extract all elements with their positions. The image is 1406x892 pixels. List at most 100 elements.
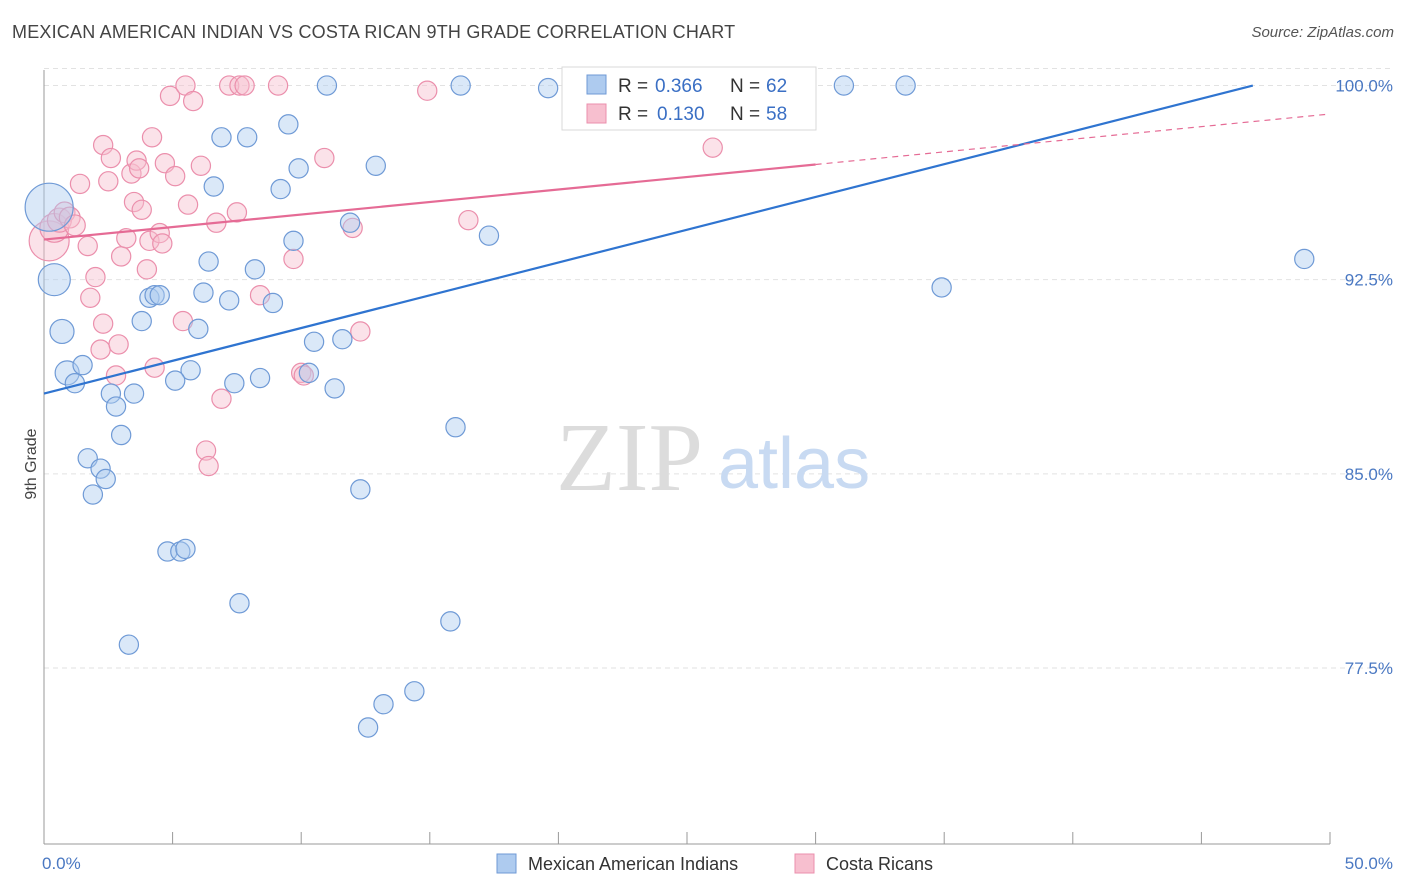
legend-n-label-1: N = [730, 76, 760, 97]
legend-r-value-1: 0.366 [655, 76, 703, 97]
mexican-american-indians-point-17 [144, 285, 165, 306]
mexican-american-indians-point-53 [450, 75, 471, 96]
mexican-american-indians-point-55 [537, 77, 559, 99]
mexican-american-indians-point-14 [123, 383, 145, 404]
costa-ricans-point-53 [350, 321, 371, 342]
costa-ricans-point-55 [458, 209, 479, 231]
mexican-american-indians-point-12 [110, 424, 132, 446]
series-legend-swatch-blue [496, 853, 517, 874]
mexican-american-indians-point-49 [373, 694, 394, 715]
mexican-american-indians-point-25 [193, 282, 214, 303]
costa-ricans-point-54 [417, 80, 438, 101]
costa-ricans-point-36 [182, 90, 204, 112]
mexican-american-indians-point-29 [218, 290, 240, 311]
mexican-american-indians-point-21 [175, 538, 196, 560]
costa-ricans-point-38 [195, 440, 217, 461]
mexican-american-indians-point-31 [229, 593, 250, 614]
mexican-american-indians-point-43 [324, 378, 345, 399]
series-legend-swatch-pink [794, 853, 815, 874]
mexican-american-indians-point-60 [931, 277, 952, 298]
mexican-american-indians-point-45 [339, 212, 361, 233]
blue-trend-line [43, 84, 1254, 395]
costa-ricans-point-18 [116, 228, 137, 249]
costa-ricans-point-26 [141, 127, 163, 148]
legend-r-label-1: R = [618, 76, 648, 97]
x-tick-label-1: 50.0% [1345, 854, 1393, 873]
costa-ricans-point-14 [100, 147, 122, 169]
mexican-american-indians-point-26 [198, 251, 219, 272]
legend-n-label-2: N = [730, 104, 760, 125]
costa-ricans-point-7 [77, 235, 98, 257]
mexican-american-indians-point-32 [236, 127, 258, 148]
costa-ricans-point-31 [159, 85, 181, 107]
mexican-american-indians-point-38 [283, 230, 304, 252]
costa-ricans-point-11 [92, 313, 114, 334]
costa-ricans-point-39 [198, 455, 219, 477]
y-tick-label-2: 85.0% [1345, 465, 1393, 484]
costa-ricans-point-43 [226, 202, 248, 223]
mexican-american-indians-point-42 [316, 75, 338, 96]
mexican-american-indians-point-23 [164, 370, 186, 391]
mexican-american-indians-point-9 [95, 468, 116, 490]
mexican-american-indians-point-51 [440, 611, 461, 632]
chart-title: MEXICAN AMERICAN INDIAN VS COSTA RICAN 9… [12, 22, 736, 42]
watermark: ZIP atlas [556, 404, 870, 512]
mexican-american-indians-point-61 [1294, 248, 1315, 270]
y-tick-label-3: 77.5% [1345, 659, 1393, 678]
gridlines [44, 68, 1392, 669]
mexican-american-indians-point-5 [72, 354, 93, 376]
costa-ricans-points [28, 75, 770, 477]
costa-ricans-point-41 [211, 388, 232, 409]
costa-ricans-point-51 [314, 147, 335, 169]
costa-ricans-point-56 [702, 137, 723, 158]
source-credit: Source: ZipAtlas.com [1251, 24, 1394, 41]
y-tick-label-1: 92.5% [1345, 271, 1393, 290]
mexican-american-indians-point-48 [365, 155, 386, 176]
costa-ricans-point-10 [90, 339, 111, 360]
costa-ricans-point-46 [249, 285, 271, 306]
costa-ricans-point-49 [291, 362, 312, 384]
costa-ricans-point-12 [92, 134, 114, 156]
costa-ricans-point-20 [123, 191, 145, 213]
legend-swatch-pink [586, 103, 607, 124]
mexican-american-indians-point-7 [82, 484, 104, 505]
mexican-american-indians-point-0 [24, 182, 74, 232]
mexican-american-indians-point-34 [249, 367, 271, 389]
costa-ricans-point-23 [131, 199, 152, 220]
y-tick-labels: 100.0% 92.5% 85.0% 77.5% [1335, 77, 1393, 678]
costa-ricans-point-22 [128, 158, 150, 179]
x-axis-ticks [43, 832, 1331, 844]
mexican-american-indians-point-27 [203, 176, 224, 197]
mexican-american-indians-point-1 [37, 263, 71, 297]
costa-ricans-point-45 [234, 75, 255, 96]
series-legend: Mexican American Indians Costa Ricans [496, 853, 933, 874]
mexican-american-indians-point-15 [131, 310, 152, 332]
costa-ricans-point-42 [218, 75, 240, 96]
mexican-american-indians-point-24 [188, 318, 209, 340]
mexican-american-indians-point-2 [49, 318, 75, 345]
trend-lines [43, 84, 1331, 395]
mexican-american-indians-point-30 [224, 373, 245, 394]
series-legend-label-pink: Costa Ricans [826, 854, 933, 874]
costa-ricans-point-24 [136, 259, 158, 280]
mexican-american-indians-point-18 [149, 285, 170, 306]
legend-r-label-2: R = [618, 104, 648, 125]
costa-ricans-point-13 [98, 171, 119, 192]
costa-ricans-point-44 [229, 75, 250, 96]
costa-ricans-point-8 [80, 287, 101, 308]
legend-swatch-blue [586, 74, 607, 95]
mexican-american-indians-point-35 [262, 292, 284, 314]
costa-ricans-point-9 [85, 266, 106, 288]
mexican-american-indians-point-41 [303, 331, 325, 353]
mexican-american-indians-point-36 [270, 178, 291, 200]
costa-ricans-point-47 [267, 75, 289, 96]
mexican-american-indians-point-44 [332, 329, 353, 350]
pink-trend-extension [815, 113, 1331, 166]
costa-ricans-point-16 [108, 334, 129, 355]
mexican-american-indians-point-13 [118, 634, 140, 655]
mexican-american-indians-point-59 [895, 75, 916, 96]
y-axis-label: 9th Grade [23, 428, 40, 499]
mexican-american-indians-point-8 [90, 458, 111, 479]
x-tick-label-0: 0.0% [42, 854, 81, 873]
legend-r-value-2: 0.130 [657, 104, 705, 125]
